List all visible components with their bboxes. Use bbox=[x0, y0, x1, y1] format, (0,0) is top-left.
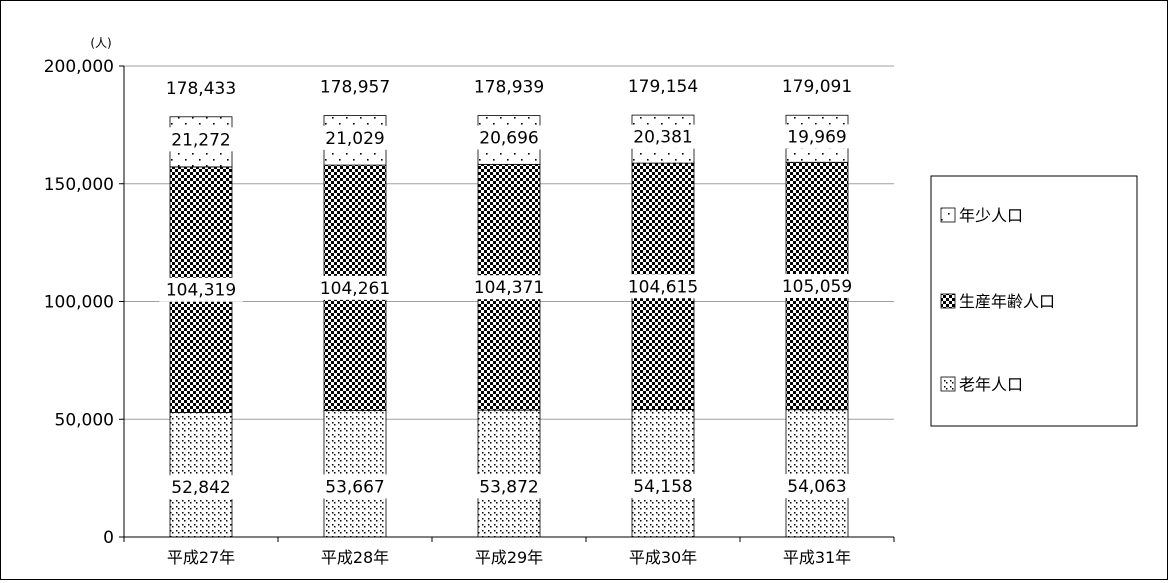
x-tick-label: 平成31年 bbox=[783, 548, 851, 567]
total-label-bg bbox=[159, 75, 243, 100]
total-label-bg bbox=[313, 74, 397, 99]
data-label-bg bbox=[159, 277, 243, 302]
data-label: 54,063 bbox=[787, 477, 846, 497]
legend-swatch bbox=[940, 376, 956, 392]
bar-segment bbox=[785, 409, 849, 538]
axes: 0 50,000 100,000 150,000 200,000 平成27年 平成28年 平成… bbox=[44, 36, 895, 567]
legend-box bbox=[930, 175, 1138, 427]
bar-segment bbox=[477, 409, 541, 538]
y-tick-label: 200,000 bbox=[44, 57, 114, 77]
data-label: 53,872 bbox=[479, 477, 538, 497]
legend-swatch bbox=[940, 207, 956, 223]
total-label-bg bbox=[467, 74, 551, 99]
legend-label: 老年人口 bbox=[959, 375, 1023, 394]
bars bbox=[169, 114, 849, 538]
legend-label: 生産年齢人口 bbox=[959, 292, 1055, 311]
data-label: 54,158 bbox=[633, 477, 692, 497]
data-label: 53,667 bbox=[325, 477, 384, 497]
data-label: 104,615 bbox=[628, 277, 698, 297]
bar-segment bbox=[323, 410, 387, 538]
data-label: 19,969 bbox=[787, 127, 846, 147]
y-unit-label: (人) bbox=[90, 36, 111, 50]
total-label-bg bbox=[775, 74, 859, 99]
data-label-bg bbox=[164, 127, 238, 152]
total-label: 179,154 bbox=[628, 77, 698, 97]
data-label: 105,059 bbox=[782, 277, 852, 297]
x-tick-label: 平成29年 bbox=[475, 548, 543, 567]
total-label-bg bbox=[621, 74, 705, 99]
total-label: 178,957 bbox=[320, 78, 390, 98]
bar-segment bbox=[169, 412, 233, 538]
bar-segment bbox=[631, 409, 695, 538]
legend-label: 年少人口 bbox=[959, 206, 1023, 225]
data-label: 20,381 bbox=[633, 128, 692, 148]
data-label: 21,272 bbox=[171, 130, 230, 150]
data-label: 104,261 bbox=[320, 279, 390, 299]
data-label-bg bbox=[472, 125, 546, 150]
y-tick-label: 150,000 bbox=[44, 175, 114, 195]
y-tick-label: 0 bbox=[103, 528, 114, 548]
data-label: 52,842 bbox=[171, 478, 230, 498]
x-tick-label: 平成28年 bbox=[321, 548, 389, 567]
total-label: 178,939 bbox=[474, 78, 544, 98]
y-tick-label: 100,000 bbox=[44, 293, 114, 313]
data-label-bg bbox=[164, 475, 238, 500]
y-tick-label: 50,000 bbox=[55, 410, 114, 430]
data-label: 104,319 bbox=[166, 281, 236, 301]
data-label-bg bbox=[318, 474, 392, 499]
data-label-bg bbox=[472, 474, 546, 499]
data-label-bg bbox=[621, 274, 705, 299]
data-label-bg bbox=[313, 275, 397, 300]
total-label: 178,433 bbox=[166, 79, 236, 99]
data-label: 21,029 bbox=[325, 129, 384, 149]
data-label: 104,371 bbox=[474, 278, 544, 298]
data-labels: 52,842 104,319 21,272 178,433 53,667 104,261 2… bbox=[159, 74, 859, 500]
data-label-bg bbox=[626, 124, 700, 149]
data-label-bg bbox=[626, 473, 700, 498]
data-label-bg bbox=[467, 275, 551, 300]
total-label: 179,091 bbox=[782, 77, 852, 97]
data-label-bg bbox=[775, 273, 859, 298]
data-label-bg bbox=[780, 124, 854, 149]
x-tick-label: 平成27年 bbox=[167, 548, 235, 567]
data-label-bg bbox=[780, 474, 854, 499]
data-label: 20,696 bbox=[479, 129, 538, 149]
x-tick-label: 平成30年 bbox=[629, 548, 697, 567]
legend-swatch bbox=[940, 293, 956, 309]
data-label-bg bbox=[318, 125, 392, 150]
